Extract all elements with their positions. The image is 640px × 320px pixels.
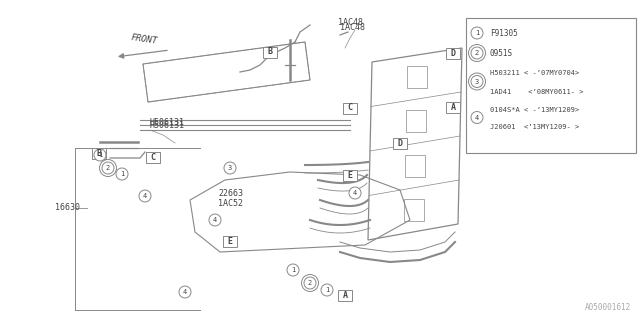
- Circle shape: [179, 286, 191, 298]
- Text: H506131: H506131: [150, 121, 185, 130]
- FancyBboxPatch shape: [263, 46, 277, 58]
- Bar: [406, 66, 426, 88]
- Text: 1: 1: [325, 287, 329, 293]
- Text: 2: 2: [106, 165, 110, 171]
- Text: 4: 4: [213, 217, 217, 223]
- Text: 4: 4: [353, 190, 357, 196]
- Text: 1: 1: [475, 30, 479, 36]
- FancyBboxPatch shape: [446, 101, 460, 113]
- Circle shape: [287, 264, 299, 276]
- Text: B: B: [268, 47, 273, 57]
- Circle shape: [471, 27, 483, 39]
- Text: D: D: [451, 49, 456, 58]
- Text: 1AC48: 1AC48: [340, 23, 365, 33]
- Circle shape: [209, 214, 221, 226]
- Circle shape: [116, 168, 128, 180]
- Text: E: E: [348, 171, 353, 180]
- Text: H506131: H506131: [150, 118, 185, 127]
- Circle shape: [94, 149, 106, 161]
- Circle shape: [471, 47, 483, 59]
- Text: 2: 2: [475, 50, 479, 56]
- Bar: [403, 199, 424, 221]
- Text: 3: 3: [475, 78, 479, 84]
- Bar: [404, 155, 424, 177]
- FancyBboxPatch shape: [343, 170, 357, 180]
- Text: 1: 1: [120, 171, 124, 177]
- Circle shape: [471, 76, 483, 87]
- Text: 1: 1: [291, 267, 295, 273]
- Bar: [466, 18, 636, 153]
- Circle shape: [224, 162, 236, 174]
- Text: A: A: [342, 291, 348, 300]
- Text: 4: 4: [475, 115, 479, 121]
- Text: 22663: 22663: [218, 188, 243, 197]
- Text: A: A: [451, 102, 456, 111]
- Circle shape: [102, 162, 114, 174]
- Text: J20601  <’13MY1209- >: J20601 <’13MY1209- >: [490, 124, 579, 130]
- Text: 1AC48: 1AC48: [338, 18, 363, 27]
- Circle shape: [471, 111, 483, 124]
- Text: 0104S*A < -’13MY1209>: 0104S*A < -’13MY1209>: [490, 107, 579, 113]
- FancyBboxPatch shape: [393, 138, 407, 148]
- Text: D: D: [397, 139, 403, 148]
- Text: 4: 4: [143, 193, 147, 199]
- Circle shape: [321, 284, 333, 296]
- Text: 1: 1: [98, 152, 102, 158]
- Bar: [406, 110, 426, 132]
- Circle shape: [349, 187, 361, 199]
- Text: 1AC52: 1AC52: [218, 199, 243, 209]
- Text: A050001612: A050001612: [585, 303, 631, 312]
- Text: B: B: [97, 148, 102, 157]
- FancyBboxPatch shape: [146, 151, 160, 163]
- Text: 4: 4: [183, 289, 187, 295]
- Text: E: E: [227, 236, 232, 245]
- Text: 3: 3: [228, 165, 232, 171]
- Text: 0951S: 0951S: [490, 49, 513, 58]
- FancyBboxPatch shape: [446, 47, 460, 59]
- Text: C: C: [348, 103, 353, 113]
- Text: C: C: [150, 153, 156, 162]
- Text: 2: 2: [308, 280, 312, 286]
- Text: 16630: 16630: [55, 204, 80, 212]
- FancyBboxPatch shape: [343, 102, 357, 114]
- Text: FRONT: FRONT: [130, 33, 158, 46]
- FancyBboxPatch shape: [92, 148, 106, 158]
- Circle shape: [304, 277, 316, 289]
- Text: H503211 < -’07MY0704>: H503211 < -’07MY0704>: [490, 70, 579, 76]
- Text: F91305: F91305: [490, 28, 518, 37]
- Circle shape: [139, 190, 151, 202]
- FancyBboxPatch shape: [223, 236, 237, 246]
- Text: 1AD41    <’08MY0611- >: 1AD41 <’08MY0611- >: [490, 89, 584, 95]
- FancyBboxPatch shape: [338, 290, 352, 300]
